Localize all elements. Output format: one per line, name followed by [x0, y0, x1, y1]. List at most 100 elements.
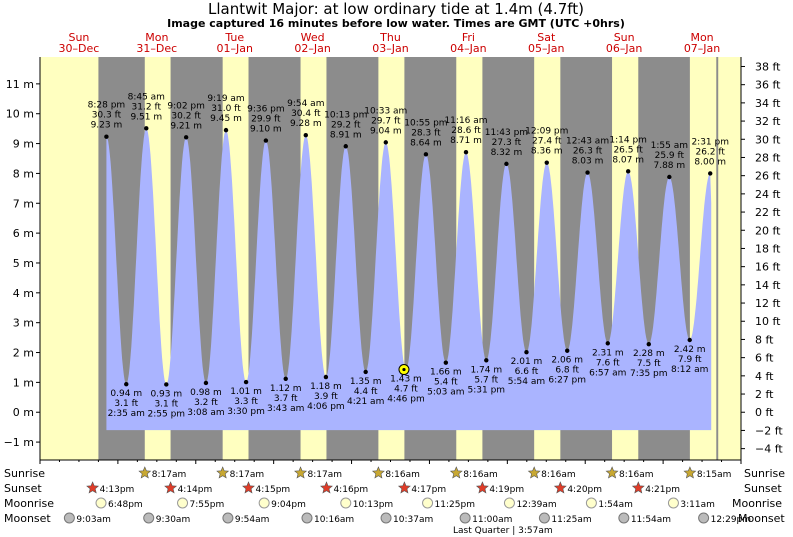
tide-dot	[183, 135, 189, 140]
sunrise-icon	[683, 466, 697, 479]
tide-label: 9.10 m	[250, 125, 282, 135]
moonset-time: 10:16am	[314, 515, 354, 525]
tide-label: 8:12 am	[671, 365, 708, 375]
day-date: 05–Jan	[528, 42, 564, 55]
day-of-week: Mon	[145, 31, 168, 44]
moonset-icon	[143, 512, 155, 524]
left-tick-label: −1 m	[4, 436, 34, 449]
tide-label: 4.4 ft	[354, 387, 378, 397]
tide-dot	[443, 360, 449, 365]
tide-dot	[263, 138, 269, 143]
sunrise-icon	[371, 466, 385, 479]
tide-label: 29.7 ft	[371, 116, 401, 126]
right-tick-label: −2 ft	[755, 424, 783, 437]
moonrise-time: 1:54am	[598, 500, 633, 510]
sunset-icon	[553, 481, 567, 494]
tide-label: 2.06 m	[551, 356, 583, 366]
moonset-time: 11:54am	[631, 515, 671, 525]
sunrise-time: 8:16am	[385, 470, 420, 480]
day-headers: Sun30–DecMon31–DecTue01–JanWed02–JanThu0…	[59, 31, 721, 55]
tide-label: 9.04 m	[370, 126, 402, 136]
sunrise-label-left: Sunrise	[4, 467, 45, 480]
left-tick-label: 7 m	[13, 197, 34, 210]
low-tide-point: 2.42 m7.9 ft8:12 am	[671, 337, 708, 375]
tide-label: 6.8 ft	[555, 366, 579, 376]
tide-dot	[484, 358, 489, 363]
tide-label: 27.4 ft	[532, 137, 562, 147]
right-tick-label: 38 ft	[755, 60, 781, 73]
moonrise-time: 9:04pm	[271, 500, 306, 510]
sunset-label-right: Sunset	[744, 482, 782, 495]
tide-label: 9:54 am	[287, 99, 324, 109]
tide-dot	[164, 382, 169, 387]
tide-label: 3:30 pm	[227, 407, 265, 417]
moonset-icon	[538, 512, 550, 524]
tide-dot	[585, 170, 590, 175]
tide-label: 1.12 m	[270, 384, 302, 394]
sunset-icon	[631, 481, 645, 494]
moonset-time: 11:00am	[472, 515, 512, 525]
tide-label: 3.3 ft	[234, 397, 258, 407]
moonset-label-left: Moonset	[4, 512, 51, 525]
right-tick-label: 28 ft	[755, 151, 781, 164]
left-tick-label: 9 m	[13, 138, 34, 151]
moonset-time: 9:30am	[156, 515, 191, 525]
chart-title: Llantwit Major: at low ordinary tide at …	[208, 0, 584, 18]
sunset-time: 4:14pm	[178, 485, 213, 495]
low-tide-point: 1.18 m3.9 ft4:06 pm	[307, 374, 345, 412]
right-tick-label: 18 ft	[755, 242, 781, 255]
tide-label: 27.3 ft	[492, 138, 522, 148]
right-tick-label: 36 ft	[755, 79, 781, 92]
moonrise-icon	[258, 497, 270, 509]
pre-data-band	[40, 57, 99, 460]
tide-label: 0.98 m	[190, 388, 222, 398]
right-tick-label: 14 ft	[755, 279, 781, 292]
tide-label: 1.74 m	[470, 365, 502, 375]
tide-label: 12:09 pm	[525, 127, 568, 137]
tide-label: 4:46 pm	[387, 395, 425, 405]
right-tick-label: 32 ft	[755, 115, 781, 128]
moonset-time: 10:37am	[393, 515, 433, 525]
tide-label: 8.91 m	[330, 130, 362, 140]
sunset-icon	[242, 481, 255, 494]
tide-dot	[283, 376, 288, 382]
right-tick-label: 24 ft	[755, 188, 781, 201]
tide-dot	[687, 337, 692, 343]
tide-label: 31.2 ft	[132, 102, 162, 112]
tide-label: 8:28 pm	[88, 101, 126, 111]
tide-label: 5:54 am	[508, 377, 545, 387]
tide-label: 1:55 am	[651, 141, 688, 151]
right-tick-label: 10 ft	[755, 315, 781, 328]
tide-label: 1:14 pm	[609, 135, 647, 145]
tide-label: 1.01 m	[230, 387, 262, 397]
tide-label: 6:27 pm	[548, 376, 586, 386]
tide-label: 6.6 ft	[515, 367, 539, 377]
moonset-time: 9:03am	[76, 515, 111, 525]
low-tide-point: 1.74 m5.7 ft5:31 pm	[468, 358, 505, 395]
current-tide-dot	[402, 367, 406, 372]
day-date: 04–Jan	[450, 42, 486, 55]
sunrise-time: 8:16am	[463, 470, 498, 480]
moonrise-label-left: Moonrise	[4, 497, 54, 510]
tide-label: 30.4 ft	[291, 109, 321, 119]
left-tick-label: 2 m	[13, 347, 34, 360]
day-date: 31–Dec	[136, 42, 177, 55]
tide-label: 1.43 m	[390, 375, 422, 385]
moonset-time: 9:54am	[235, 515, 270, 525]
sunset-icon	[164, 481, 178, 494]
tide-label: 2:55 pm	[148, 409, 186, 419]
moonset-icon	[380, 512, 392, 524]
tide-label: 2.31 m	[592, 348, 624, 358]
tide-label: 5.4 ft	[434, 378, 458, 388]
sunset-time: 4:15pm	[256, 485, 291, 495]
tide-label: 2:31 pm	[691, 137, 729, 147]
tide-label: 1.18 m	[310, 382, 342, 392]
day-date: 01–Jan	[216, 42, 252, 55]
